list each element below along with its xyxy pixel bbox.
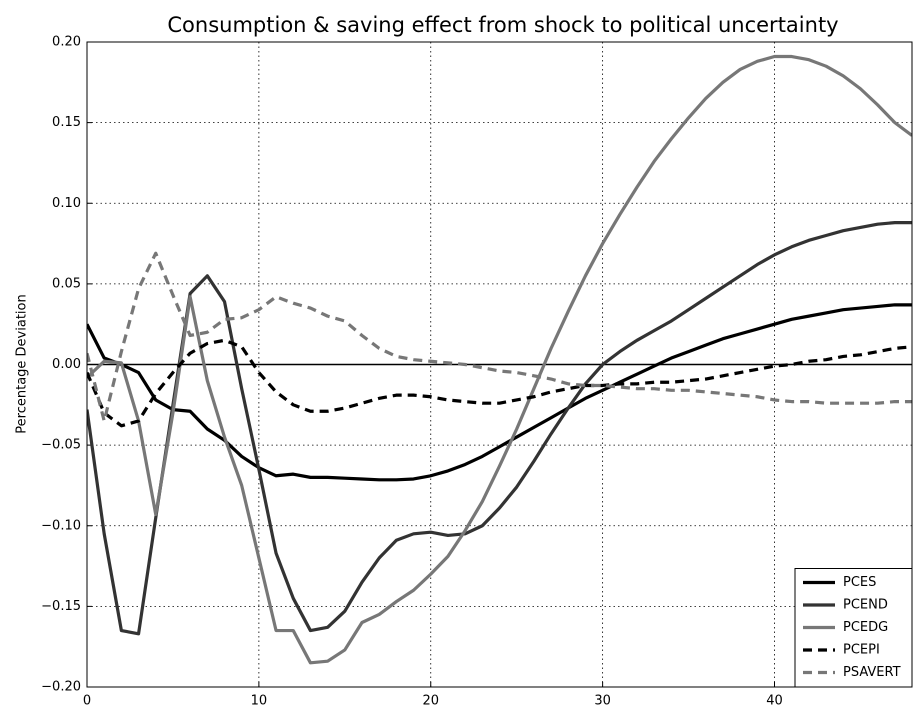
y-tick-label: −0.20 [41, 680, 81, 695]
legend-label: PCEPI [843, 643, 880, 658]
chart-title: Consumption & saving effect from shock t… [167, 13, 838, 37]
x-tick-label: 0 [83, 694, 91, 709]
y-tick-label: 0.20 [52, 35, 81, 50]
legend-label: PCES [843, 575, 876, 590]
x-tick-label: 40 [766, 694, 783, 709]
y-tick-label: −0.10 [41, 518, 81, 533]
x-tick-label: 30 [594, 694, 611, 709]
y-tick-label: 0.05 [52, 276, 81, 291]
legend: PCES PCEND PCEDG PCEPI PSAVERT [794, 568, 913, 688]
legend-label: PCEDG [843, 620, 888, 635]
y-tick-label: −0.15 [41, 599, 81, 614]
series-line [87, 54, 912, 665]
legend-label: PSAVERT [843, 665, 901, 680]
y-tick-label: −0.05 [41, 438, 81, 453]
plot-lines [87, 54, 912, 665]
legend-label: PCEND [843, 598, 888, 613]
series-line [87, 251, 912, 423]
y-tick-label: 0.10 [52, 196, 81, 211]
x-tick-label: 20 [422, 694, 439, 709]
y-axis-label: Percentage Deviation [15, 294, 30, 433]
plot-frame [86, 41, 913, 688]
y-tick-label: 0.00 [52, 357, 81, 372]
series-line [87, 221, 912, 636]
x-tick-label: 10 [251, 694, 268, 709]
series-line [87, 338, 912, 428]
y-tick-label: 0.15 [52, 115, 81, 130]
